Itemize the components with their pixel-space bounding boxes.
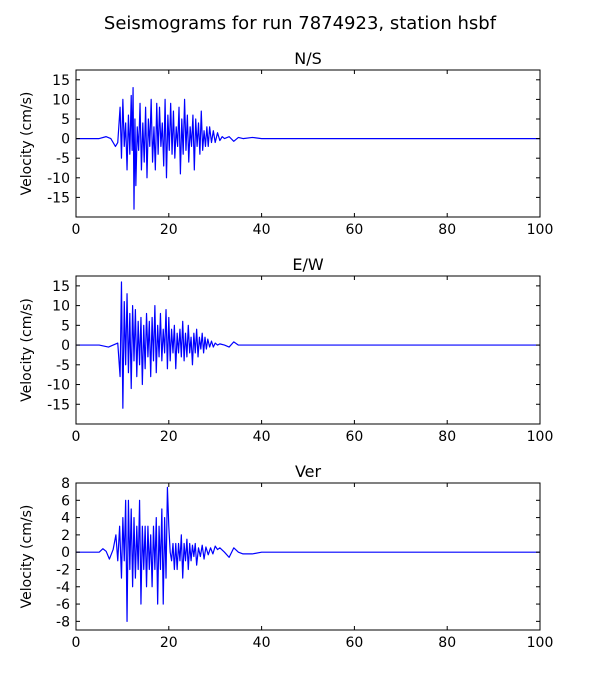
axes-frame <box>75 275 541 425</box>
panel-title: N/S <box>294 49 322 68</box>
x-tick-label: 40 <box>253 635 271 651</box>
y-tick-label: -10 <box>47 378 70 394</box>
y-tick-label: -4 <box>56 580 70 596</box>
panel-title: Ver <box>295 462 322 481</box>
series-line <box>76 486 540 622</box>
x-tick-label: 60 <box>345 222 363 238</box>
chart-panel-0: N/S 0 20 40 60 80 100 15 10 5 0 -5 -10 -15 Velocity (c… <box>19 49 553 238</box>
axes-frame <box>75 69 541 218</box>
y-tick-label: 5 <box>61 112 70 128</box>
x-tick-label: 60 <box>345 429 363 445</box>
y-tick-label: 0 <box>61 545 70 561</box>
y-tick-label: -15 <box>47 190 70 206</box>
x-tick-label: 20 <box>160 222 178 238</box>
y-tick-label: 10 <box>52 299 70 315</box>
y-tick-label: 4 <box>61 511 70 527</box>
chart-panel-1: E/W 0 20 40 60 80 100 15 10 5 0 -5 -10 -15 Velocity (c… <box>19 255 553 445</box>
axes-frame <box>75 482 541 631</box>
series-line <box>76 281 540 409</box>
x-tick-label: 60 <box>345 635 363 651</box>
x-tick-label: 0 <box>72 635 81 651</box>
x-tick-label: 80 <box>438 222 456 238</box>
y-tick-label: 15 <box>52 279 70 295</box>
y-tick-label: 2 <box>61 528 70 544</box>
y-tick-label: -2 <box>56 562 70 578</box>
y-axis-label: Velocity (cm/s) <box>19 92 35 196</box>
x-tick-label: 20 <box>160 635 178 651</box>
y-tick-label: -6 <box>56 597 70 613</box>
y-tick-label: -5 <box>56 151 70 167</box>
x-tick-label: 100 <box>527 635 554 651</box>
y-tick-label: 6 <box>61 493 70 509</box>
series-line <box>76 87 540 210</box>
x-tick-label: 100 <box>527 429 554 445</box>
x-tick-label: 0 <box>72 222 81 238</box>
panel-title: E/W <box>292 255 324 274</box>
y-tick-label: -10 <box>47 171 70 187</box>
x-tick-label: 80 <box>438 635 456 651</box>
y-tick-label: 15 <box>52 73 70 89</box>
y-axis-label: Velocity (cm/s) <box>19 298 35 402</box>
x-tick-label: 100 <box>527 222 554 238</box>
y-tick-label: 0 <box>61 132 70 148</box>
y-tick-label: 8 <box>61 476 70 492</box>
y-tick-label: -15 <box>47 397 70 413</box>
x-tick-label: 40 <box>253 222 271 238</box>
y-tick-label: 0 <box>61 338 70 354</box>
y-tick-label: 5 <box>61 318 70 334</box>
x-tick-label: 40 <box>253 429 271 445</box>
figure-title: Seismograms for run 7874923, station hsb… <box>104 13 497 34</box>
y-axis-label: Velocity (cm/s) <box>19 505 35 609</box>
x-tick-label: 0 <box>72 429 81 445</box>
y-tick-label: -8 <box>56 614 70 630</box>
x-tick-label: 80 <box>438 429 456 445</box>
y-tick-label: -5 <box>56 358 70 374</box>
x-tick-label: 20 <box>160 429 178 445</box>
y-tick-label: 10 <box>52 92 70 108</box>
